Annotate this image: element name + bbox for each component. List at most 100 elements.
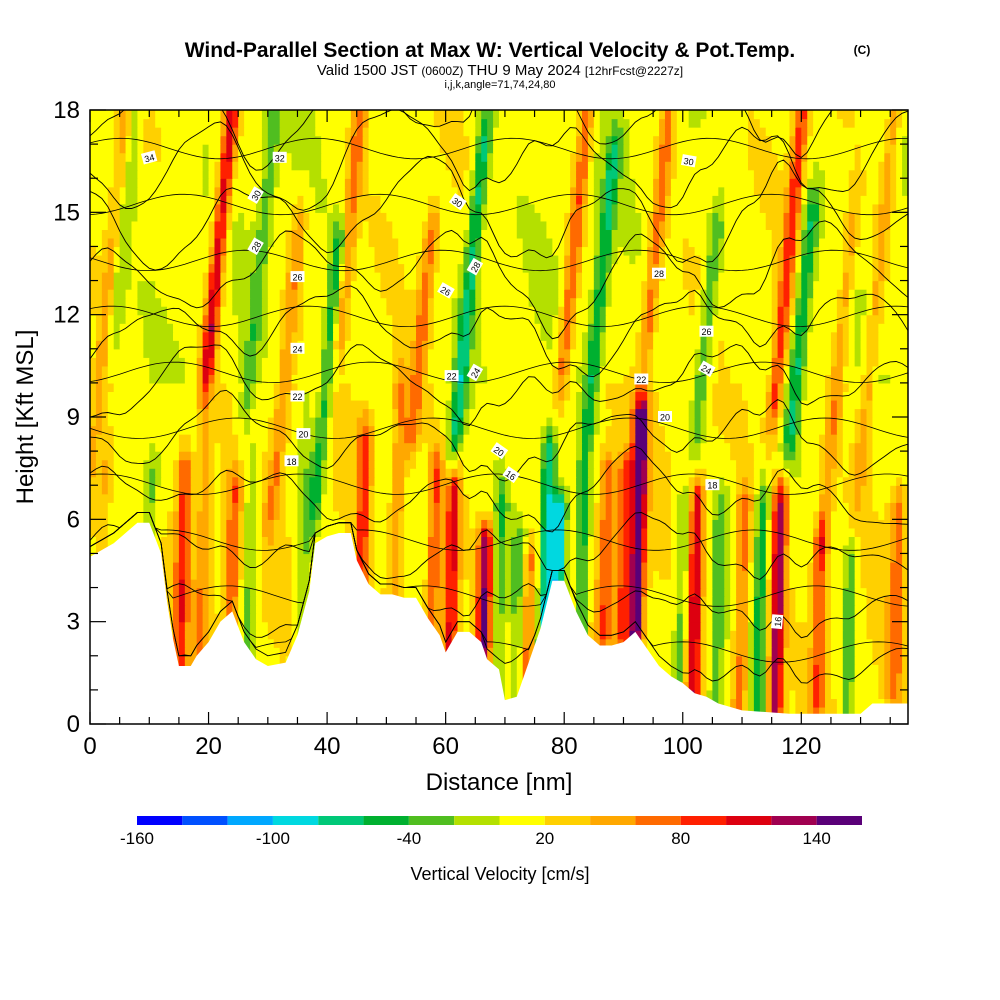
field-cell <box>599 391 607 401</box>
field-cell <box>670 519 678 529</box>
field-cell <box>564 476 577 486</box>
field-cell <box>706 519 713 529</box>
field-cell <box>457 570 465 580</box>
field-cell <box>884 689 891 700</box>
field-cell <box>872 647 885 657</box>
field-cell <box>712 689 719 700</box>
field-cell <box>872 280 879 290</box>
field-cell <box>581 510 589 520</box>
field-cell <box>700 664 708 674</box>
field-cell <box>167 613 174 623</box>
field-cell <box>611 161 619 171</box>
field-cell <box>261 459 269 469</box>
field-cell <box>688 655 696 665</box>
field-cell <box>564 229 571 239</box>
field-cell <box>587 587 595 597</box>
field-cell <box>795 587 808 597</box>
field-cell <box>842 237 850 248</box>
field-cell <box>718 502 725 512</box>
field-cell <box>143 348 180 358</box>
field-cell <box>261 186 275 196</box>
field-cell <box>647 621 678 631</box>
field-cell <box>564 553 571 563</box>
field-cell <box>344 178 352 188</box>
field-cell <box>255 655 281 665</box>
field-cell <box>807 647 814 657</box>
field-cell <box>487 203 518 213</box>
field-cell <box>232 613 239 623</box>
field-cell <box>416 459 429 469</box>
field-cell <box>303 220 310 230</box>
field-cell <box>819 195 826 205</box>
field-cell <box>712 621 725 631</box>
field-cell <box>504 579 512 589</box>
field-cell <box>694 399 702 410</box>
field-cell <box>848 510 879 520</box>
field-cell <box>866 365 874 375</box>
field-cell <box>641 280 648 290</box>
field-cell <box>682 647 690 657</box>
field-cell <box>172 596 180 606</box>
field-cell <box>481 297 530 307</box>
field-cell <box>771 297 779 307</box>
field-cell <box>777 442 785 452</box>
field-cell <box>587 195 595 205</box>
field-cell <box>647 638 672 648</box>
field-cell <box>789 519 814 529</box>
field-cell <box>451 510 459 520</box>
field-cell <box>564 306 571 316</box>
field-cell <box>647 229 654 239</box>
field-cell <box>137 212 216 222</box>
field-cell <box>581 212 589 222</box>
field-cell <box>285 229 293 239</box>
field-cell <box>493 169 571 179</box>
field-cell <box>676 613 684 623</box>
field-cell <box>374 536 387 546</box>
field-cell <box>327 272 334 282</box>
field-cell <box>753 519 761 529</box>
field-cell <box>255 536 263 546</box>
field-cell <box>457 289 465 299</box>
field-cell <box>404 561 429 572</box>
field-cell <box>570 365 577 375</box>
field-cell <box>593 434 607 444</box>
field-cell <box>819 681 826 691</box>
field-cell <box>279 289 287 299</box>
field-cell <box>149 485 156 495</box>
field-cell <box>534 553 542 563</box>
field-cell <box>718 493 725 503</box>
field-cell <box>890 596 903 606</box>
field-cell <box>534 596 542 606</box>
field-cell <box>653 399 660 410</box>
field-cell <box>724 237 773 248</box>
field-cell <box>724 561 731 572</box>
field-cell <box>398 519 405 529</box>
field-cell <box>291 254 304 265</box>
field-cell <box>605 178 613 188</box>
field-cell <box>469 613 476 623</box>
field-cell <box>570 212 583 222</box>
field-cell <box>807 596 814 606</box>
field-cell <box>611 527 619 537</box>
field-cell <box>819 263 844 273</box>
field-cell <box>327 476 334 486</box>
field-cell <box>570 203 577 213</box>
field-cell <box>398 382 405 393</box>
field-cell <box>599 348 607 358</box>
field-cell <box>789 630 814 640</box>
field-cell <box>688 672 696 682</box>
field-cell <box>291 579 299 589</box>
field-cell <box>848 297 856 307</box>
field-cell <box>427 596 435 606</box>
field-cell <box>854 527 891 537</box>
field-cell <box>694 587 702 597</box>
field-cell <box>830 553 844 563</box>
field-cell <box>564 331 571 341</box>
field-cell <box>327 297 340 307</box>
field-cell <box>95 374 103 384</box>
field-cell <box>161 152 204 162</box>
field-cell <box>647 502 654 512</box>
field-cell <box>807 314 814 324</box>
field-cell <box>647 417 654 427</box>
field-cell <box>564 527 571 537</box>
